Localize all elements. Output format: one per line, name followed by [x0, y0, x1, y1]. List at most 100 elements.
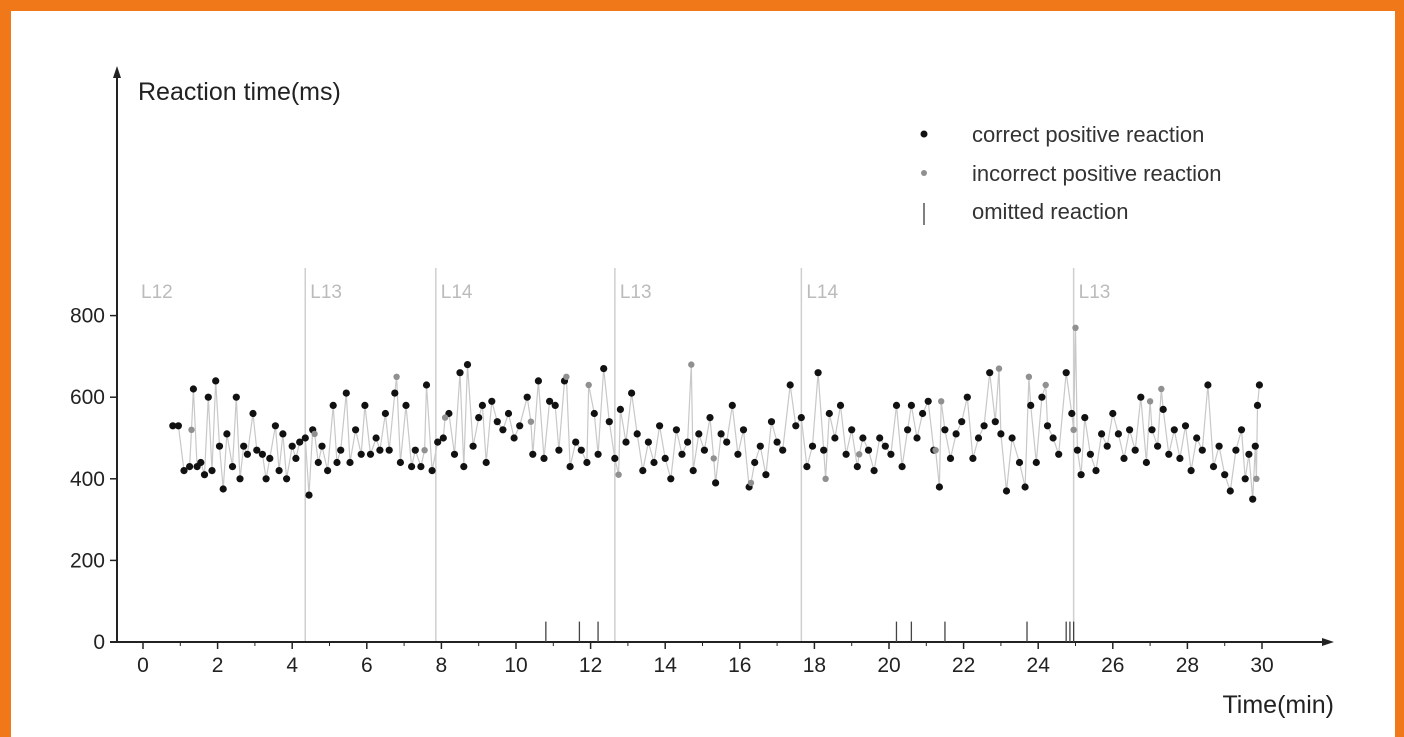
- correct-reaction-point: [739, 426, 748, 434]
- incorrect-reaction-point: [393, 373, 400, 380]
- y-tick-label: 200: [70, 549, 105, 572]
- correct-reaction-point: [689, 467, 697, 475]
- incorrect-reaction-point: [441, 414, 449, 421]
- correct-reaction-point: [859, 434, 867, 442]
- correct-reaction-point: [728, 401, 736, 409]
- x-tick-label: 20: [877, 654, 900, 677]
- level-label: L14: [441, 282, 473, 303]
- correct-reaction-point: [756, 442, 764, 450]
- correct-reaction-point: [991, 418, 999, 426]
- correct-reaction-point: [941, 426, 949, 434]
- correct-reaction-point: [820, 446, 828, 454]
- correct-reaction-point: [189, 385, 197, 393]
- correct-reaction-point: [734, 450, 742, 458]
- correct-reaction-point: [1226, 487, 1234, 495]
- correct-reaction-point: [864, 446, 873, 454]
- correct-reaction-point: [1232, 446, 1240, 454]
- correct-reaction-point: [1068, 409, 1076, 418]
- correct-reaction-point: [1209, 463, 1218, 471]
- correct-reaction-point: [169, 422, 177, 430]
- correct-reaction-point: [1251, 442, 1259, 450]
- incorrect-reaction-point: [1253, 475, 1260, 482]
- correct-reaction-point: [197, 458, 205, 467]
- correct-reaction-point: [1002, 487, 1011, 495]
- correct-reaction-point: [555, 446, 563, 454]
- correct-reaction-point: [1255, 381, 1263, 389]
- incorrect-reaction-point: [747, 479, 755, 487]
- correct-reaction-point: [656, 422, 664, 430]
- correct-reaction-point: [488, 397, 496, 405]
- x-tick-label: 4: [286, 654, 298, 677]
- legend: correct positive reaction incorrect posi…: [920, 122, 1221, 225]
- correct-reaction-point: [478, 401, 486, 409]
- correct-reaction-point: [1215, 442, 1223, 450]
- incorrect-reaction-point: [585, 381, 592, 389]
- correct-reaction-point: [946, 454, 955, 462]
- correct-reaction-point: [314, 458, 322, 467]
- correct-reaction-point: [292, 454, 300, 462]
- correct-reaction-point: [661, 454, 669, 462]
- correct-reaction-point: [678, 450, 686, 458]
- correct-reaction-point: [1237, 426, 1246, 434]
- correct-reaction-point: [1021, 483, 1029, 491]
- level-label: L13: [620, 282, 652, 303]
- correct-reaction-point: [279, 430, 287, 438]
- incorrect-reaction-point: [563, 373, 570, 380]
- correct-reaction-point: [1181, 422, 1190, 430]
- x-tick-label: 14: [654, 654, 678, 677]
- correct-reaction-point: [253, 446, 261, 454]
- correct-reaction-point: [1043, 422, 1052, 430]
- incorrect-reaction-point: [856, 451, 863, 458]
- x-axis-title: Time(min): [1222, 691, 1334, 719]
- incorrect-reaction-point: [1146, 398, 1154, 405]
- x-tick-label: 26: [1101, 654, 1124, 677]
- correct-reaction-point: [1221, 471, 1229, 479]
- x-axis-arrow: [1322, 638, 1334, 646]
- correct-reaction-point: [1062, 369, 1070, 377]
- x-tick-label: 28: [1176, 654, 1199, 677]
- correct-reaction-point: [1126, 426, 1134, 434]
- correct-reaction-point: [460, 463, 468, 471]
- correct-reaction-point: [337, 446, 345, 454]
- correct-reaction-point: [751, 458, 759, 467]
- correct-reaction-point: [493, 418, 501, 426]
- correct-reaction-point: [958, 418, 966, 426]
- incorrect-reaction-point: [688, 361, 695, 368]
- correct-reaction-point: [600, 365, 608, 373]
- correct-reaction-point: [469, 442, 477, 450]
- correct-reaction-point: [439, 434, 447, 442]
- correct-reaction-point: [1103, 442, 1111, 450]
- y-axis-arrow: [113, 66, 121, 78]
- level-label: L12: [141, 282, 173, 303]
- correct-reaction-point: [372, 434, 380, 442]
- correct-reaction-point: [695, 430, 703, 438]
- correct-reaction-point: [1008, 434, 1016, 442]
- y-tick-label: 800: [70, 305, 105, 328]
- correct-reaction-point: [240, 442, 248, 450]
- correct-reaction-point: [324, 467, 332, 475]
- correct-reaction-point: [1092, 467, 1100, 475]
- x-tick-label: 18: [803, 654, 826, 677]
- y-tick-label: 400: [70, 468, 105, 491]
- correct-reaction-point: [450, 450, 459, 458]
- correct-reaction-point: [346, 458, 354, 467]
- correct-reaction-point: [283, 475, 291, 483]
- correct-reaction-point: [605, 418, 613, 426]
- correct-reaction-point: [1114, 430, 1122, 438]
- y-axis-title: Reaction time(ms): [138, 78, 341, 106]
- correct-reaction-point: [529, 450, 537, 458]
- correct-reaction-point: [1142, 458, 1150, 467]
- correct-reaction-point: [249, 409, 257, 418]
- axes: [110, 66, 1334, 646]
- correct-reaction-point: [572, 438, 580, 446]
- correct-reaction-point: [208, 467, 216, 475]
- correct-reaction-point: [706, 414, 714, 422]
- correct-reaction-point: [1073, 446, 1081, 454]
- correct-reaction-point: [919, 409, 927, 418]
- correct-reaction-point: [633, 430, 641, 438]
- correct-reaction-point: [881, 442, 889, 450]
- correct-reaction-point: [219, 485, 227, 493]
- correct-reaction-point: [717, 430, 725, 438]
- correct-reaction-point: [672, 426, 681, 434]
